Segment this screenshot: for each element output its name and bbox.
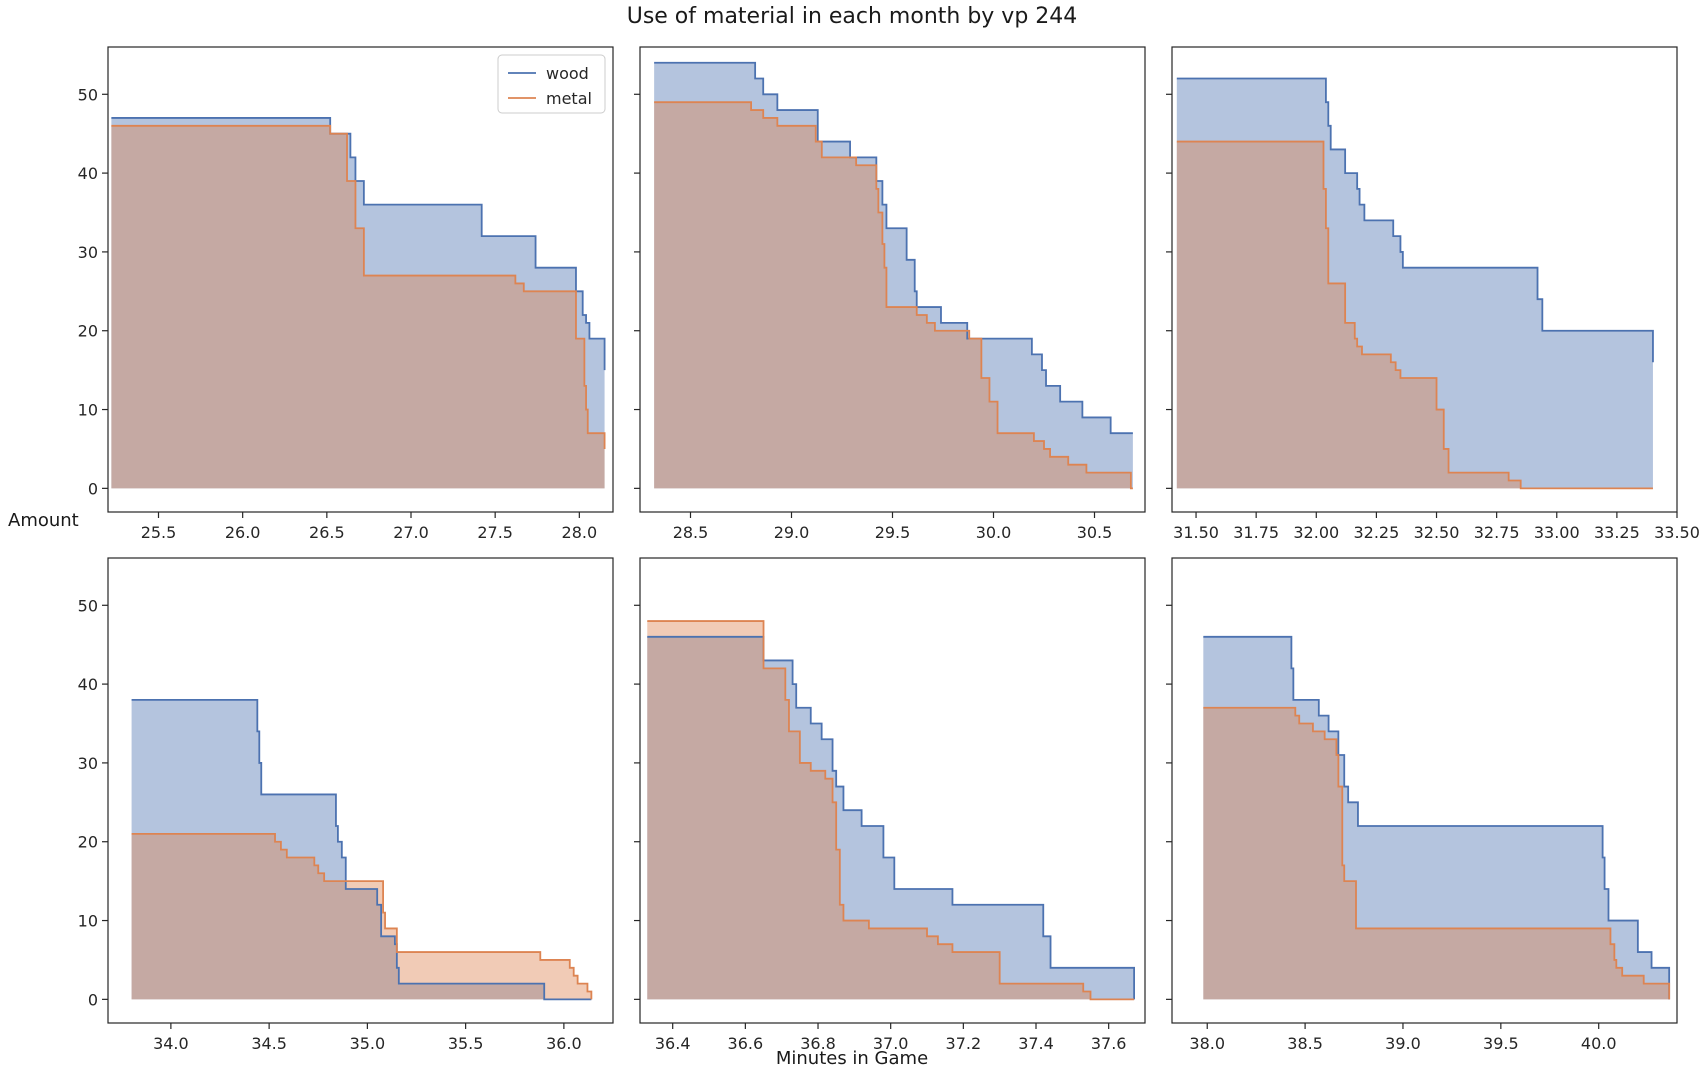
x-tick-label: 34.0 [153,1034,189,1053]
legend: wood metal [497,54,606,114]
y-tick-label: 0 [88,479,98,498]
x-tick-label: 26.0 [225,523,261,542]
x-tick-label: 36.8 [800,1034,836,1053]
panel-3: 31.50 31.75 32.00 32.25 32.50 32.75 33.00 33.25… [1166,46,1700,542]
x-tick-label: 37.6 [1091,1034,1127,1053]
axes-frame [639,557,1146,1024]
wood-line [647,635,1135,1000]
metal-area [1176,141,1653,489]
x-tick-label: 28.0 [562,523,598,542]
x-tick-label: 34.5 [251,1034,287,1053]
y-tick-label: 10 [78,912,98,931]
x-tick-label: 39.0 [1385,1034,1421,1053]
x-tick-label: 32.75 [1474,523,1520,542]
y-tick-label: 20 [78,833,98,852]
x-tick-label: 29.5 [875,523,911,542]
metal-area [647,621,1135,1000]
x-tick-label: 37.0 [873,1034,909,1053]
axes-frame [1171,557,1678,1024]
metal-line [654,101,1133,490]
x-tick-label: 36.4 [655,1034,691,1053]
x-tick-label: 38.5 [1287,1034,1323,1053]
x-tick-label: 33.00 [1534,523,1580,542]
x-tick-label: 26.5 [309,523,345,542]
wood-line [131,698,592,1001]
axes-frame [107,46,614,513]
x-tick-label: 27.5 [477,523,513,542]
metal-line [1203,706,1671,1000]
y-tick-label: 30 [78,243,98,262]
wood-line [1176,77,1654,363]
wood-area [131,699,592,1000]
x-tick-label: 31.50 [1173,523,1219,542]
panel-4: 0 10 20 30 40 50 34.0 34.5 35.0 35.5 36.0 [78,557,614,1053]
x-tick-label: 39.5 [1483,1034,1519,1053]
wood-area [1176,78,1653,489]
y-tick-label: 30 [78,754,98,773]
metal-line [1176,140,1653,490]
metal-line [647,620,1135,1001]
x-tick-label: 35.0 [350,1034,386,1053]
y-tick-label: 10 [78,401,98,420]
x-tick-label: 31.75 [1233,523,1279,542]
x-tick-label: 35.5 [448,1034,484,1053]
metal-area [131,833,592,1000]
x-tick-label: 28.5 [673,523,709,542]
x-tick-label: 38.0 [1189,1034,1225,1053]
x-tick-label: 32.50 [1414,523,1460,542]
y-tick-label: 50 [78,85,98,104]
metal-line [131,832,593,1000]
wood-line [654,61,1133,435]
metal-area [111,125,605,489]
wood-area [654,62,1133,489]
x-tick-label: 37.2 [946,1034,982,1053]
panel-1: 0 10 20 30 40 50 25.5 26.0 26.5 27.0 27.5 28.0 wood m… [78,46,614,542]
x-tick-label: 32.00 [1293,523,1339,542]
wood-area [647,636,1135,1000]
panel-6: 38.0 38.5 39.0 39.5 40.0 [1166,557,1678,1053]
legend-wood-label: wood [546,64,589,83]
y-tick-label: 0 [88,990,98,1009]
axes-frame [1171,46,1678,513]
figure-title: Use of material in each month by vp 244 [626,4,1078,29]
x-tick-label: 25.5 [141,523,177,542]
y-tick-label: 40 [78,675,98,694]
x-tick-label: 36.0 [546,1034,582,1053]
panel-5: 36.4 36.6 36.8 37.0 37.2 37.4 37.6 [634,557,1146,1053]
x-axis-label: Minutes in Game [775,1048,929,1069]
metal-area [1203,707,1670,1000]
y-tick-label: 40 [78,164,98,183]
x-tick-label: 30.0 [976,523,1012,542]
x-tick-label: 36.6 [728,1034,764,1053]
y-tick-label: 50 [78,596,98,615]
x-tick-label: 37.4 [1018,1034,1054,1053]
x-tick-label: 40.0 [1581,1034,1617,1053]
wood-line [111,117,606,371]
metal-area [654,102,1133,489]
x-tick-label: 29.0 [774,523,810,542]
legend-metal-label: metal [546,89,592,108]
x-tick-label: 27.0 [393,523,429,542]
x-tick-label: 33.50 [1654,523,1700,542]
wood-line [1203,635,1671,1000]
panel-2: 28.5 29.0 29.5 30.0 30.5 [634,46,1146,542]
x-tick-label: 30.5 [1077,523,1113,542]
axes-frame [107,557,614,1024]
y-tick-label: 20 [78,322,98,341]
x-tick-label: 33.25 [1594,523,1640,542]
x-tick-label: 32.25 [1353,523,1399,542]
wood-area [1203,636,1670,1000]
y-axis-label: Amount [8,510,79,531]
metal-line [111,124,606,449]
